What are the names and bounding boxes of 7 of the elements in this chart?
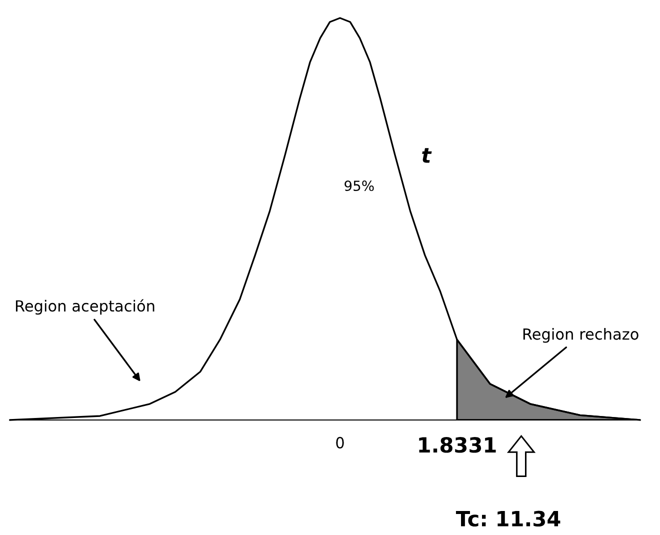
x-tick-label: 1.8331 [419,437,496,453]
annotation: Region aceptación [16,299,154,315]
text: Tc: 11.34 [456,510,560,527]
annotation: t [422,148,432,163]
annotation: 95% [344,180,374,192]
x-tick-label: 0 [336,436,344,448]
annotation: Region rechazo [523,328,638,343]
